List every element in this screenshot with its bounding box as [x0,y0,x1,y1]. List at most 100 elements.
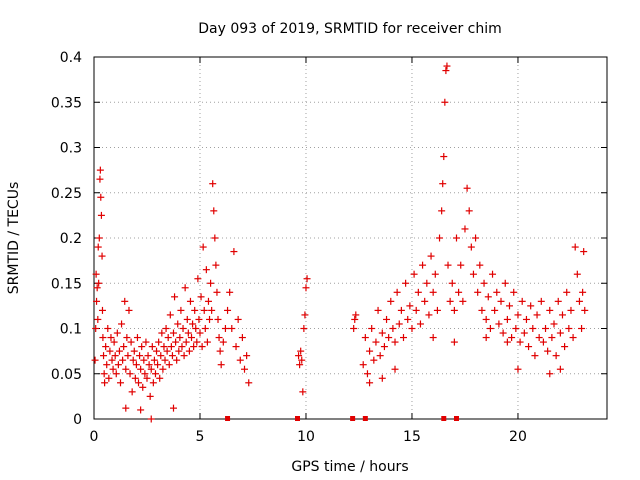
data-point [201,325,209,332]
data-point [93,297,101,305]
data-point [155,338,163,346]
data-point [200,306,208,314]
data-point [224,306,232,314]
data-point [351,315,359,323]
data-point [168,352,176,360]
data-point [204,297,212,305]
data-point [96,166,104,174]
data-point [542,325,550,332]
data-point [144,352,152,360]
x-tick-label: 20 [509,429,527,445]
data-point [531,352,539,360]
data-point [383,315,391,323]
data-point [522,315,530,323]
data-point [116,379,124,387]
data-point [579,288,587,296]
data-point [97,211,105,219]
data-point [180,352,188,360]
data-point [217,361,225,369]
data-point [423,279,431,287]
data-point [107,334,115,342]
data-point [529,325,537,332]
data-point [184,329,192,337]
data-point [391,338,399,346]
data-point [182,338,190,346]
data-point [154,361,162,369]
data-point [169,404,177,412]
y-axis-label: SRMTID / TECUs [6,182,22,295]
data-point [372,338,380,346]
data-point [408,325,416,332]
data-point [581,306,589,314]
data-point [363,370,371,378]
data-point [556,329,564,337]
data-point [150,356,158,364]
data-point [131,374,139,382]
data-point [176,334,184,342]
data-point [153,347,161,355]
zero-marker [350,416,356,421]
data-point [378,374,386,382]
data-point [130,347,138,355]
data-point [548,334,556,342]
data-point [96,175,104,183]
data-point [516,338,524,346]
x-tick-label: 0 [90,429,99,445]
y-tick-label: 0.4 [60,50,82,66]
data-point [427,252,435,260]
data-point [123,334,131,342]
data-point [214,315,222,323]
data-point [161,356,169,364]
data-point [558,311,566,319]
data-point [370,356,378,364]
data-point [185,347,193,355]
data-point [98,252,106,260]
data-point [206,315,214,323]
data-point [503,338,511,346]
y-tick-label: 0.2 [60,231,82,247]
data-point [133,334,141,342]
data-point [211,234,219,242]
data-point [565,325,573,332]
data-point [241,365,249,373]
data-point [404,315,412,323]
data-point [197,293,205,301]
data-point [238,334,246,342]
data-point [366,379,374,387]
data-point [121,297,129,305]
data-point [556,365,564,373]
data-point [366,347,374,355]
data-point [124,352,132,360]
data-point [179,325,187,332]
data-point [95,279,103,287]
data-point [97,193,105,201]
data-point [160,343,168,351]
data-point [192,325,200,332]
data-point [296,361,304,369]
data-point [109,365,117,373]
y-tick-label: 0 [73,412,82,428]
data-point [480,279,488,287]
data-point [478,306,486,314]
data-point [159,365,167,373]
data-point [122,365,130,373]
data-point [175,347,183,355]
data-point [118,320,126,328]
data-point [145,361,153,369]
data-point [361,334,369,342]
data-point [207,279,215,287]
data-point [378,329,386,337]
data-point [226,288,234,296]
data-point [544,347,552,355]
data-point [402,279,410,287]
data-point [143,374,151,382]
data-point [119,356,127,364]
data-point [230,248,238,256]
data-point [552,352,560,360]
x-tick-label: 10 [297,429,315,445]
data-point [151,370,159,378]
data-point [135,379,143,387]
data-point [482,334,490,342]
data-point [421,297,429,305]
data-point [385,334,393,342]
